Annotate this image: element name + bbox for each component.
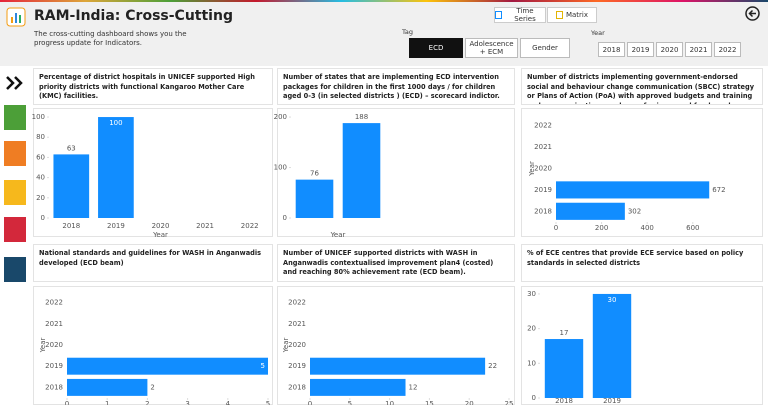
sdg-icon[interactable] xyxy=(4,180,26,205)
color-stripe xyxy=(0,0,768,2)
tag-label: Tag xyxy=(402,28,414,36)
chart-title: Percentage of district hospitals in UNIC… xyxy=(33,68,273,105)
chart-title: % of ECE centres that provide ECE servic… xyxy=(521,244,763,282)
year-option[interactable]: 2022 xyxy=(714,42,741,57)
chart-panel xyxy=(33,286,273,405)
toggle-label: Matrix xyxy=(565,11,589,19)
chart-panel xyxy=(33,108,273,237)
chart-panel xyxy=(277,286,515,405)
year-option[interactable]: 2021 xyxy=(685,42,712,57)
year-option[interactable]: 2019 xyxy=(627,42,654,57)
back-button[interactable] xyxy=(745,6,760,21)
tag-option[interactable]: Adolescence + ECM xyxy=(465,38,518,58)
toggle-label: Time Series xyxy=(514,7,536,23)
chart-title: Number of states that are implementing E… xyxy=(277,68,515,105)
year-option[interactable]: 2018 xyxy=(598,42,625,57)
time-series-toggle[interactable]: Time Series xyxy=(494,7,546,23)
year-option[interactable]: 2020 xyxy=(656,42,683,57)
chart-panel xyxy=(277,108,515,237)
chart-title: Number of UNICEF supported districts wit… xyxy=(277,244,515,282)
expand-icon[interactable] xyxy=(4,75,26,91)
sdg-icon[interactable] xyxy=(4,105,26,130)
sdg-icon[interactable] xyxy=(4,141,26,166)
tag-option[interactable]: ECD xyxy=(409,38,463,58)
year-label: Year xyxy=(591,29,605,37)
chart-panel xyxy=(521,108,763,237)
subtitle: The cross-cutting dashboard shows you th… xyxy=(34,30,187,47)
sdg-icon[interactable] xyxy=(4,257,26,282)
chart-title: National standards and guidelines for WA… xyxy=(33,244,273,282)
sdg-icon[interactable] xyxy=(4,217,26,242)
logo xyxy=(6,7,26,27)
chart-title: Number of districts implementing governm… xyxy=(521,68,763,105)
matrix-toggle[interactable]: Matrix xyxy=(547,7,597,23)
tag-option[interactable]: Gender xyxy=(520,38,570,58)
chart-panel xyxy=(521,286,763,405)
title: RAM-India: Cross-Cutting xyxy=(34,8,233,24)
